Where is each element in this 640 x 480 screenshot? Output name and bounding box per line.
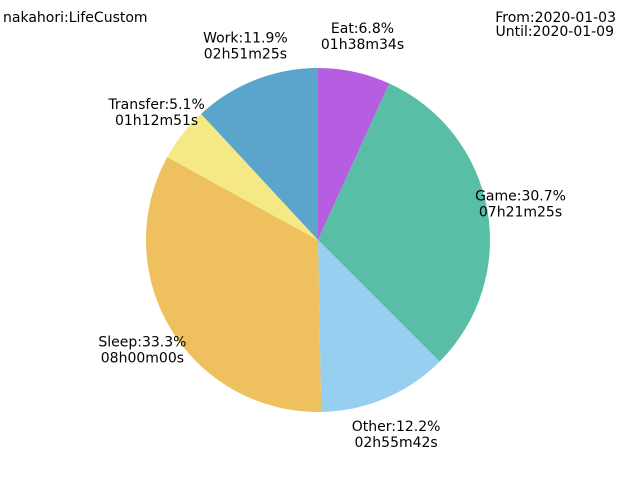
slice-duration-eat: 01h38m34s	[321, 37, 404, 53]
pie-slice-transfer	[167, 113, 318, 240]
slice-duration-work: 02h51m25s	[204, 47, 287, 63]
pie-slice-sleep	[146, 157, 322, 413]
slice-label-work: Work:11.9%	[203, 31, 288, 47]
date-until: Until:2020-01-09	[495, 24, 614, 40]
slice-duration-other: 02h55m42s	[354, 435, 437, 451]
pie-slice-work	[201, 68, 318, 240]
slice-duration-transfer: 01h12m51s	[115, 113, 198, 129]
slice-label-sleep: Sleep:33.3%	[98, 335, 186, 351]
pie-slice-game	[318, 83, 490, 362]
date-from: From:2020-01-03	[495, 10, 616, 26]
chart-title: nakahori:LifeCustom	[3, 10, 148, 26]
slice-label-eat: Eat:6.8%	[331, 21, 394, 37]
slice-duration-game: 07h21m25s	[479, 205, 562, 221]
slice-label-transfer: Transfer:5.1%	[107, 97, 204, 113]
pie-slice-eat	[318, 68, 390, 240]
slice-duration-sleep: 08h00m00s	[101, 351, 184, 367]
pie-slice-other	[318, 240, 440, 412]
slice-label-game: Game:30.7%	[475, 189, 566, 205]
slice-label-other: Other:12.2%	[352, 419, 441, 435]
